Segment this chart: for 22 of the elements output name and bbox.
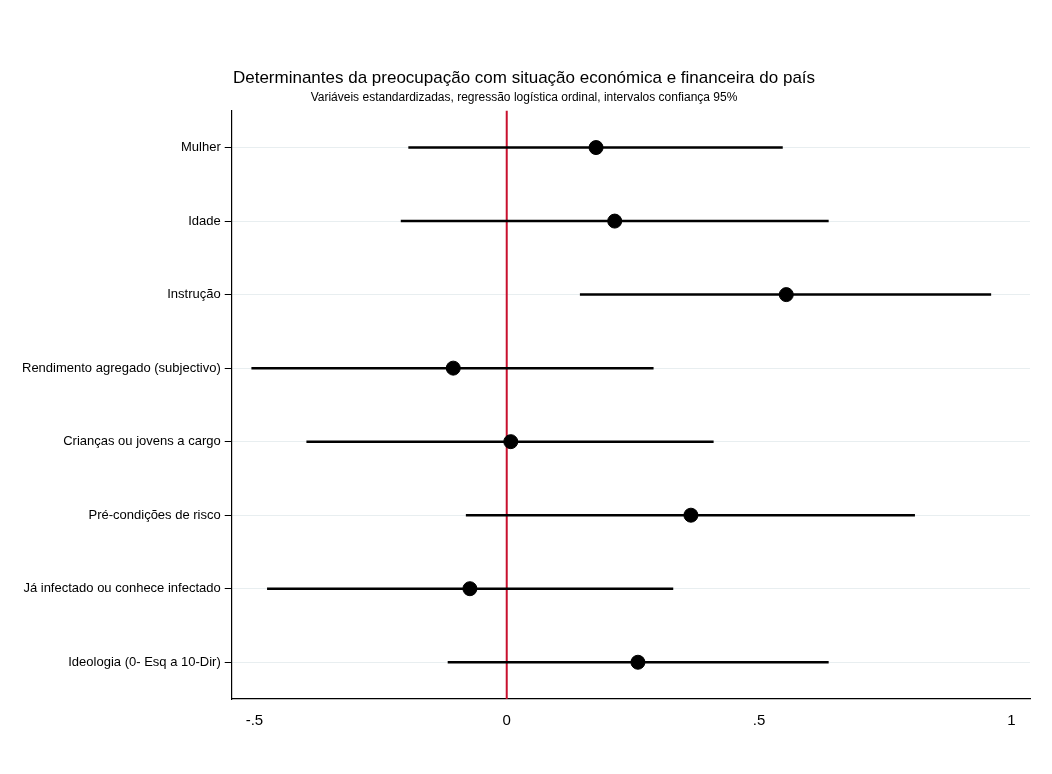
x-tick-label: 0 [502,711,511,729]
point [503,434,519,450]
x-tick-label: 1 [1007,711,1016,729]
y-tick-label: Rendimento agregado (subjectivo) [21,359,221,375]
point [778,287,794,303]
x-tick-label: .5 [752,711,766,729]
point [462,581,478,597]
y-tick-label: Mulher [180,139,222,155]
point [588,140,604,156]
y-tick-label: Pré-condições de risco [88,506,221,522]
point [607,213,623,229]
y-tick-label: Crianças ou jovens a cargo [63,433,221,449]
x-tick-label: -.5 [245,711,264,729]
point [683,507,699,523]
y-tick-label: Instrução [167,286,221,302]
y-tick-label: Já infectado ou conhece infectado [23,580,221,596]
chart-title: Determinantes da preocupação com situação económica e financeira do país [232,67,816,87]
chart-subtitle: Variáveis estandardizadas, regressão logística ordinal, intervalos confiança 95% [310,89,738,104]
y-tick-label: Ideologia (0- Esq a 10-Dir) [68,653,221,669]
y-tick-label: Idade [188,212,221,228]
point [445,360,461,376]
point [630,654,646,670]
